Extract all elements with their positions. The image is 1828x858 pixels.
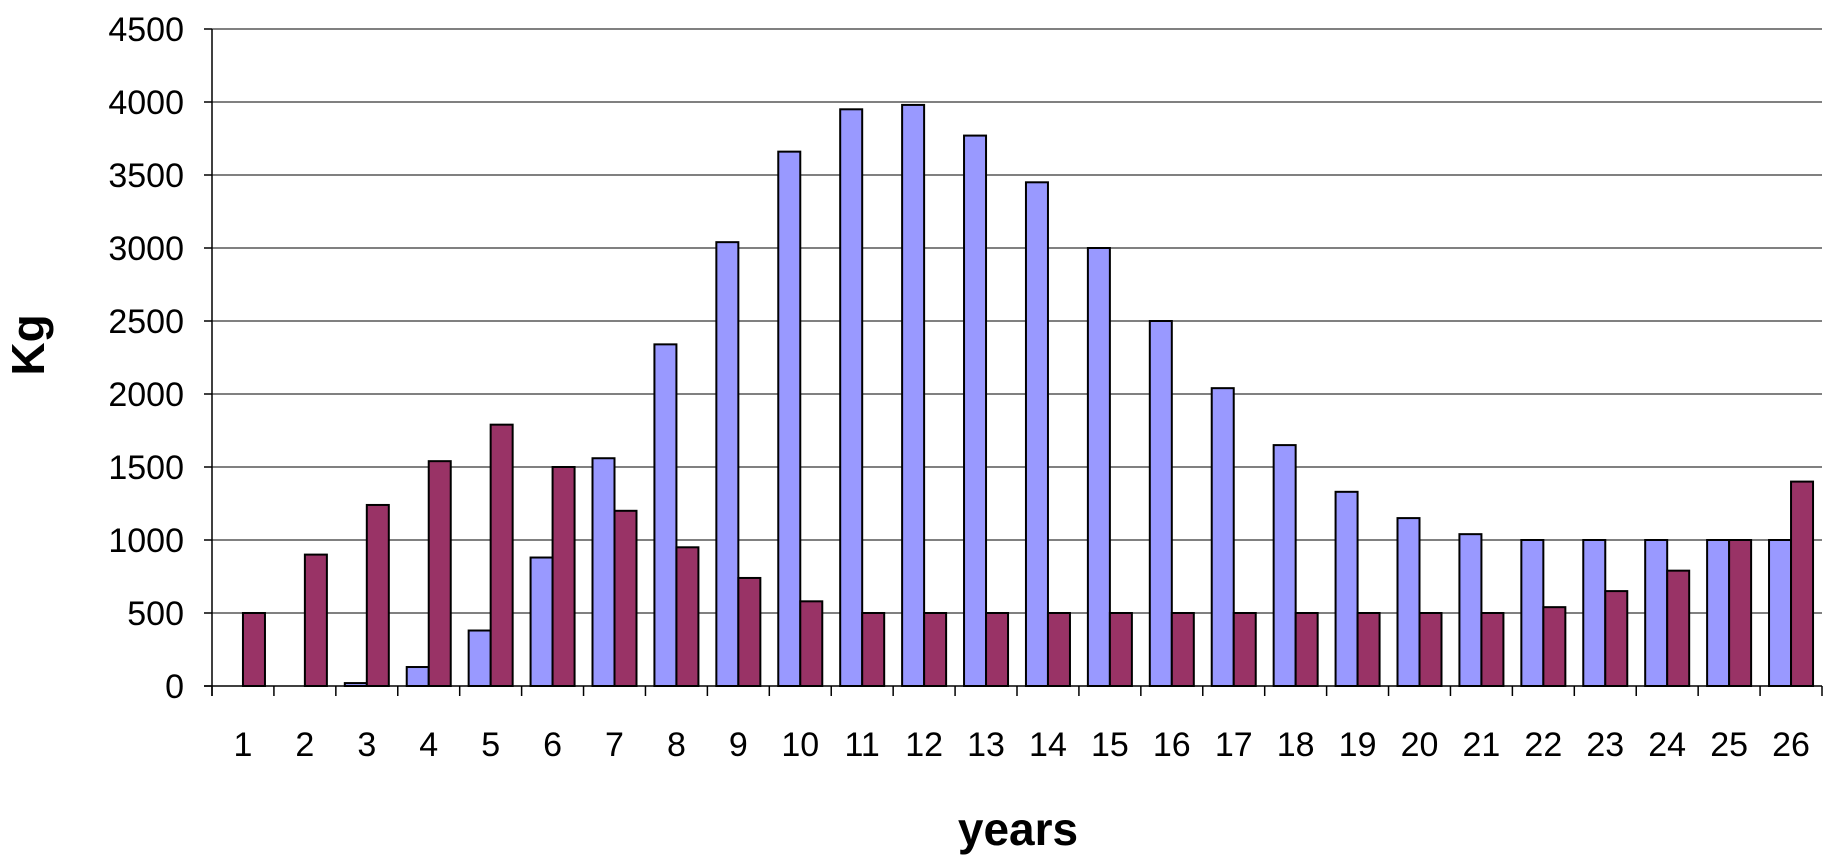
bar-series-2-26 bbox=[1790, 480, 1815, 687]
x-tick-label: 4 bbox=[419, 726, 438, 764]
bar-series-2-15 bbox=[1108, 612, 1133, 687]
bar-series-1-11 bbox=[839, 108, 864, 688]
y-tick-label: 4000 bbox=[108, 84, 184, 122]
bar-series-2-22 bbox=[1542, 606, 1567, 687]
x-tick-label: 23 bbox=[1586, 726, 1624, 764]
bar-series-2-9 bbox=[737, 576, 762, 688]
bar-series-2-6 bbox=[551, 466, 576, 687]
x-tick-label: 14 bbox=[1029, 726, 1067, 764]
y-tick-label: 500 bbox=[127, 595, 184, 633]
x-tick-label: 6 bbox=[543, 726, 562, 764]
bar-series-2-11 bbox=[861, 612, 886, 687]
bar-series-2-2 bbox=[303, 553, 328, 687]
x-tick-labels: 1 2 3 4 5 6 7 8 9 10 11 12 13 14 15 16 17 18 19 20 21 22 23 24 2… bbox=[234, 726, 1810, 764]
y-tick-labels: 0 500 1000 1500 2000 2500 3000 3500 4000 4500 bbox=[108, 11, 184, 706]
x-tick-label: 25 bbox=[1710, 726, 1748, 764]
bar-series-1-4 bbox=[405, 666, 430, 688]
x-tick-label: 15 bbox=[1091, 726, 1129, 764]
bar-series-1-15 bbox=[1086, 247, 1111, 687]
x-tick-label: 21 bbox=[1463, 726, 1501, 764]
bar-series-1-23 bbox=[1582, 539, 1607, 687]
bar-series-1-26 bbox=[1768, 539, 1793, 687]
bar-series-2-10 bbox=[799, 600, 824, 688]
x-tick-label: 19 bbox=[1339, 726, 1377, 764]
bar-series-1-12 bbox=[901, 103, 926, 688]
y-axis-title: Kg bbox=[2, 314, 54, 375]
bar-series-1-10 bbox=[777, 150, 802, 687]
gridlines bbox=[212, 28, 1822, 614]
bar-series-2-14 bbox=[1046, 612, 1071, 687]
x-tick-label: 26 bbox=[1772, 726, 1810, 764]
bar-series-2-7 bbox=[613, 509, 638, 687]
bars bbox=[241, 103, 1815, 688]
bar-series-1-7 bbox=[591, 457, 616, 687]
x-tick-label: 18 bbox=[1277, 726, 1315, 764]
x-tick-label: 5 bbox=[481, 726, 500, 764]
bar-series-1-18 bbox=[1272, 444, 1297, 687]
bar-series-1-13 bbox=[963, 134, 988, 687]
bar-series-1-14 bbox=[1024, 181, 1049, 688]
y-tick-label: 1000 bbox=[108, 522, 184, 560]
x-tick-label: 24 bbox=[1648, 726, 1686, 764]
x-tick-label: 16 bbox=[1153, 726, 1191, 764]
bar-series-1-8 bbox=[653, 343, 678, 687]
y-tick-label: 0 bbox=[165, 668, 184, 706]
bar-series-2-21 bbox=[1480, 612, 1505, 687]
bar-series-1-21 bbox=[1458, 533, 1483, 687]
x-tick-label: 17 bbox=[1215, 726, 1253, 764]
y-tick-label: 3500 bbox=[108, 157, 184, 195]
bar-series-2-16 bbox=[1170, 612, 1195, 687]
x-tick-label: 20 bbox=[1401, 726, 1439, 764]
bar-series-2-1 bbox=[241, 612, 266, 687]
bar-series-1-5 bbox=[467, 629, 492, 688]
bar-series-1-9 bbox=[715, 241, 740, 687]
bar-series-2-19 bbox=[1356, 612, 1381, 687]
bar-series-1-17 bbox=[1210, 387, 1235, 687]
x-tick-label: 1 bbox=[234, 726, 253, 764]
bar-series-2-17 bbox=[1232, 612, 1257, 687]
x-tick-label: 8 bbox=[667, 726, 686, 764]
x-tick-label: 3 bbox=[357, 726, 376, 764]
x-tick-label: 7 bbox=[605, 726, 624, 764]
bar-series-2-8 bbox=[675, 546, 700, 687]
x-tick-label: 10 bbox=[781, 726, 819, 764]
bar-series-2-23 bbox=[1604, 590, 1629, 687]
bar-series-2-5 bbox=[489, 423, 514, 687]
x-tick-label: 13 bbox=[967, 726, 1005, 764]
y-tick-label: 1500 bbox=[108, 449, 184, 487]
bar-series-1-6 bbox=[529, 556, 554, 688]
y-tick-label: 3000 bbox=[108, 230, 184, 268]
bar-series-2-20 bbox=[1418, 612, 1443, 687]
bar-series-2-18 bbox=[1294, 612, 1319, 687]
bar-series-2-13 bbox=[985, 612, 1010, 687]
x-tick-label: 12 bbox=[905, 726, 943, 764]
bar-series-1-24 bbox=[1644, 539, 1669, 687]
x-tick-label: 22 bbox=[1524, 726, 1562, 764]
x-axis-title: years bbox=[958, 803, 1078, 855]
bar-series-1-25 bbox=[1706, 539, 1731, 687]
axes bbox=[204, 28, 1823, 696]
bar-series-2-4 bbox=[427, 460, 452, 687]
x-tick-label: 2 bbox=[295, 726, 314, 764]
bar-series-1-22 bbox=[1520, 539, 1545, 687]
y-tick-label: 2500 bbox=[108, 303, 184, 341]
y-tick-label: 4500 bbox=[108, 11, 184, 49]
bar-series-2-3 bbox=[365, 503, 390, 687]
bar-series-2-12 bbox=[923, 612, 948, 687]
bar-series-1-20 bbox=[1396, 517, 1421, 687]
bar-series-2-25 bbox=[1728, 539, 1753, 687]
x-tick-label: 11 bbox=[845, 726, 880, 764]
bar-series-1-19 bbox=[1334, 490, 1359, 687]
bar-series-1-16 bbox=[1148, 320, 1173, 687]
bar-series-2-24 bbox=[1666, 569, 1691, 687]
y-tick-label: 2000 bbox=[108, 376, 184, 414]
x-tick-label: 9 bbox=[729, 726, 748, 764]
